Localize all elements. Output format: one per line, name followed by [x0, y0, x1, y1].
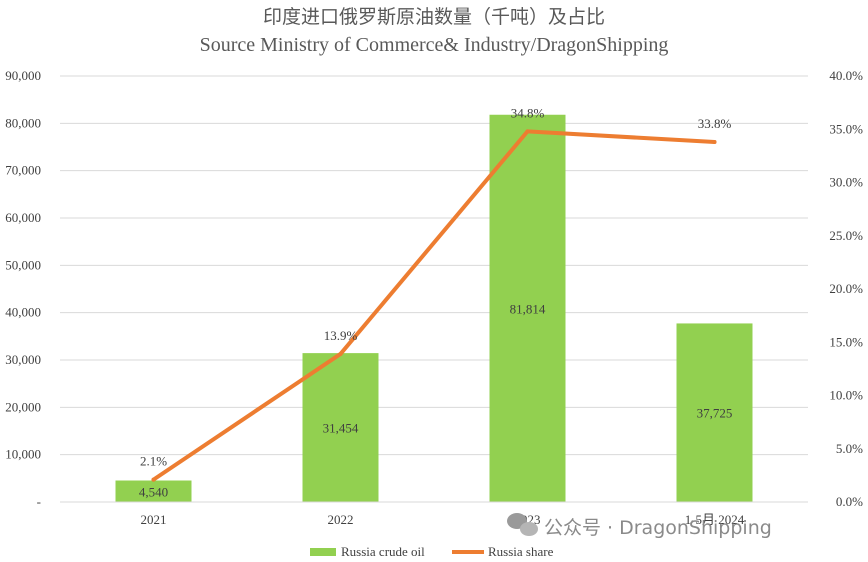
- share-point: [712, 140, 717, 145]
- y2-tick-label: 5.0%: [836, 441, 863, 456]
- y-tick-label: 10,000: [5, 447, 41, 462]
- y-axis-right: 0.0% 5.0% 10.0% 15.0% 20.0% 25.0% 30.0% 35.0% 40…: [829, 68, 863, 509]
- y2-tick-label: 30.0%: [829, 175, 863, 190]
- y-axis-left: - 10,000 20,000 30,000 40,000 50,000 60,000 70,…: [5, 68, 41, 509]
- y2-tick-label: 25.0%: [829, 228, 863, 243]
- watermark-text: 公众号 · DragonShipping: [544, 517, 772, 539]
- legend-swatch-bar: [310, 548, 336, 556]
- bar-value-label: 37,725: [697, 406, 733, 421]
- line-series: [151, 129, 717, 482]
- y2-tick-label: 10.0%: [829, 388, 863, 403]
- legend-label: Russia share: [488, 544, 554, 559]
- chart-title: 印度进口俄罗斯原油数量（千吨）及占比: [263, 6, 605, 28]
- data-labels: 4,540 31,454 81,814 37,725 2.1% 13.9% 34.8% 33.…: [139, 105, 733, 499]
- share-value-label: 34.8%: [511, 105, 545, 120]
- share-point: [151, 477, 156, 482]
- wechat-icon: [507, 513, 538, 536]
- bar-value-label: 31,454: [323, 421, 359, 436]
- legend-label: Russia crude oil: [341, 544, 425, 559]
- y-tick-label: 40,000: [5, 305, 41, 320]
- share-point: [338, 351, 343, 356]
- share-value-label: 33.8%: [698, 116, 732, 131]
- y-tick-label: 30,000: [5, 352, 41, 367]
- gridlines: [60, 75, 808, 456]
- share-point: [525, 129, 530, 134]
- x-tick-label: 2021: [141, 512, 167, 527]
- y-tick-label: 70,000: [5, 163, 41, 178]
- chart-subtitle: Source Ministry of Commerce& Industry/Dr…: [200, 34, 669, 56]
- y2-tick-label: 35.0%: [829, 121, 863, 136]
- legend: Russia crude oil Russia share: [310, 544, 554, 559]
- bar: [302, 353, 379, 502]
- y2-tick-label: 15.0%: [829, 334, 863, 349]
- bar: [489, 114, 566, 502]
- watermark: 公众号 · DragonShipping: [507, 513, 772, 539]
- bar: [676, 323, 753, 502]
- share-value-label: 13.9%: [324, 328, 358, 343]
- x-tick-label: 1-5月 2024: [685, 512, 745, 527]
- y-tick-label: 90,000: [5, 68, 41, 83]
- y-tick-label: 60,000: [5, 210, 41, 225]
- bar-value-label: 4,540: [139, 484, 168, 499]
- y-tick-label: 20,000: [5, 399, 41, 414]
- y-tick-label: -: [37, 494, 41, 509]
- y2-tick-label: 20.0%: [829, 281, 863, 296]
- y2-tick-label: 40.0%: [829, 68, 863, 83]
- bar-series: [115, 114, 753, 502]
- bar-value-label: 81,814: [510, 301, 546, 316]
- share-value-label: 2.1%: [140, 454, 167, 469]
- y-tick-label: 50,000: [5, 257, 41, 272]
- x-tick-label: 2022: [328, 512, 354, 527]
- y2-tick-label: 0.0%: [836, 494, 863, 509]
- share-line: [151, 129, 717, 482]
- y-tick-label: 80,000: [5, 115, 41, 130]
- bar: [115, 480, 192, 502]
